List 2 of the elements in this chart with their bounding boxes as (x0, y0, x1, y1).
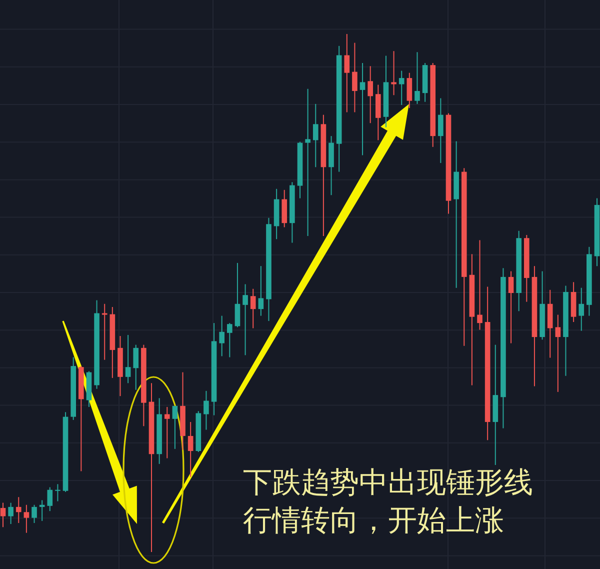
annotation: 行情转向，开始上涨 (243, 503, 504, 537)
annotation: 下跌趋势中出现锤形线 (243, 465, 533, 499)
